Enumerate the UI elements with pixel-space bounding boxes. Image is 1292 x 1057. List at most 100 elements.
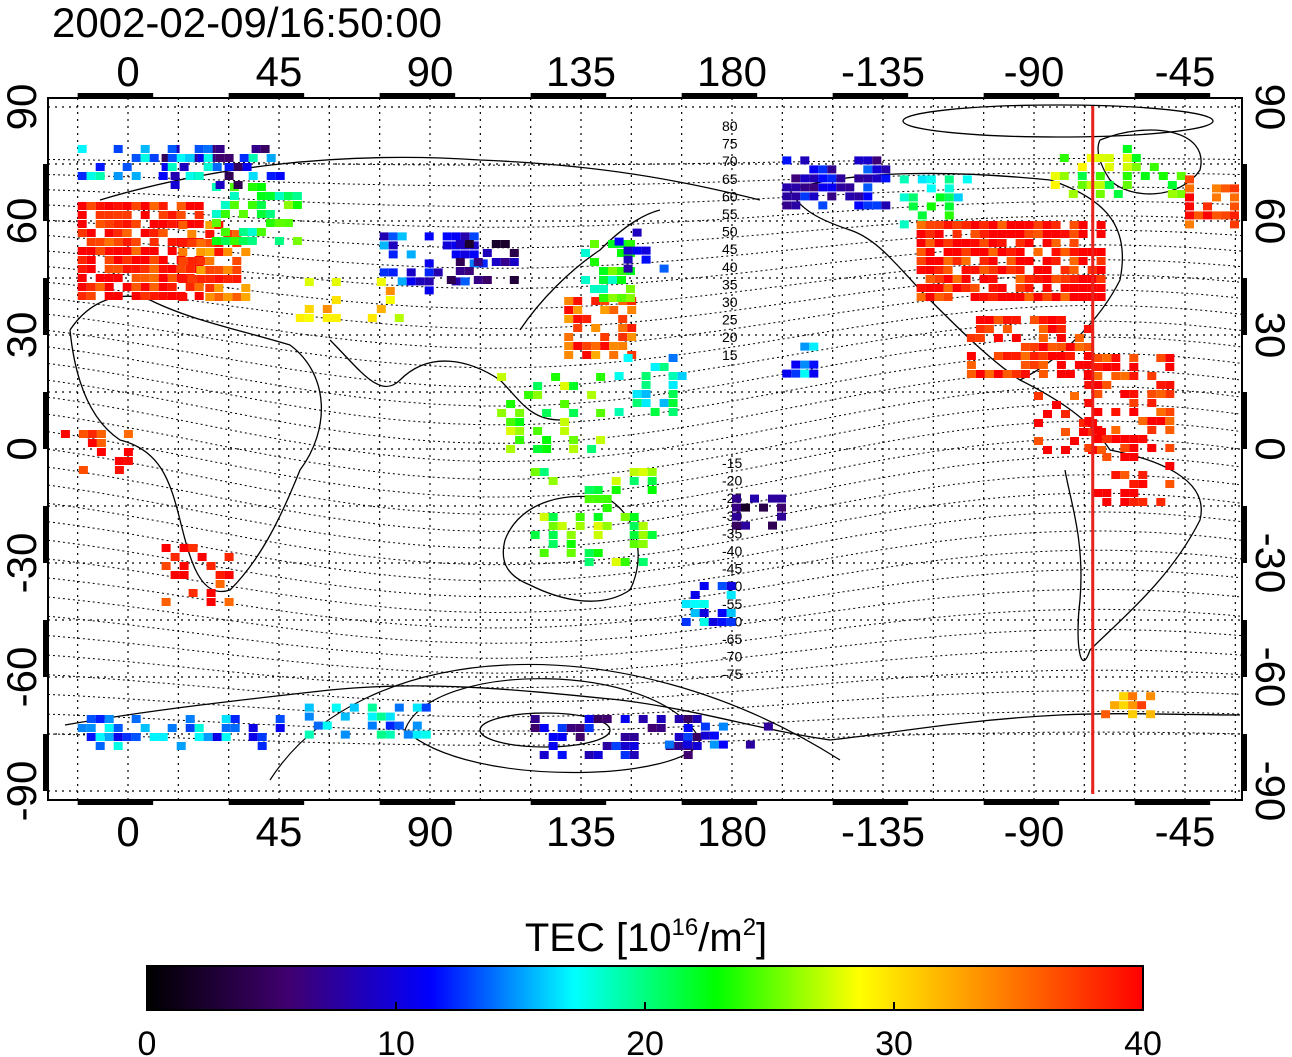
- tec-cell: [509, 258, 519, 266]
- tec-cell: [557, 724, 567, 732]
- tec-cell: [539, 513, 549, 521]
- tec-cell: [424, 268, 434, 277]
- tec-cell: [584, 486, 594, 494]
- tec-cell: [668, 408, 678, 416]
- tec-cell: [149, 265, 159, 273]
- tec-cell: [1051, 239, 1061, 247]
- tec-cell: [86, 265, 96, 273]
- right-latitude-label: 90: [1247, 84, 1292, 131]
- tec-cell: [149, 283, 159, 291]
- tec-cell: [777, 503, 786, 512]
- tec-cell: [627, 324, 637, 332]
- tec-cell: [1042, 275, 1052, 283]
- tec-cell: [1033, 275, 1043, 283]
- tec-cell: [690, 591, 700, 599]
- tec-cell: [1096, 230, 1106, 238]
- tec-cell: [1070, 392, 1079, 400]
- tec-cell: [934, 266, 944, 274]
- border-segment: [1242, 620, 1247, 677]
- tec-cell: [140, 256, 150, 264]
- tec-cell: [248, 733, 258, 741]
- tec-cell: [1051, 293, 1061, 301]
- tec-cell: [988, 293, 998, 301]
- tec-cell: [1083, 361, 1093, 369]
- bottom-longitude-label: -90: [1004, 808, 1065, 855]
- tec-cell: [966, 352, 976, 360]
- tec-cell: [560, 427, 570, 435]
- tec-cell: [167, 247, 177, 255]
- tec-cell: [600, 333, 610, 341]
- tec-cell: [726, 618, 736, 626]
- tec-cell: [233, 163, 243, 171]
- tec-cell: [1185, 193, 1194, 202]
- tec-cell: [943, 221, 953, 229]
- top-longitude-label: -135: [841, 48, 925, 95]
- tec-cell: [599, 276, 608, 284]
- tec-cell: [997, 239, 1007, 247]
- border-segment: [1134, 800, 1211, 805]
- tec-cell: [196, 239, 206, 247]
- tec-cell: [131, 172, 141, 180]
- tec-cell: [140, 724, 150, 732]
- tec-cell: [394, 721, 404, 730]
- tec-cell: [114, 466, 124, 474]
- tec-cell: [1060, 248, 1070, 256]
- tec-cell: [122, 211, 132, 219]
- contour-line: [47, 589, 1243, 644]
- tec-cell: [1020, 361, 1030, 369]
- tec-cell: [791, 183, 801, 192]
- colorbar-tick-label: 10: [377, 1025, 415, 1057]
- tec-cell: [1140, 172, 1150, 180]
- tec-cell: [726, 609, 736, 617]
- tec-cell: [1122, 163, 1132, 171]
- tec-cell: [167, 265, 177, 273]
- tec-cell: [641, 399, 651, 407]
- tec-cell: [205, 293, 215, 301]
- tec-cell: [224, 172, 234, 180]
- tec-cell: [104, 283, 114, 291]
- border-segment: [1242, 734, 1247, 791]
- tec-cell: [533, 427, 543, 435]
- tec-cell: [104, 292, 114, 300]
- tec-cell: [602, 495, 612, 503]
- tec-cell: [77, 229, 87, 237]
- tec-cell: [677, 372, 687, 380]
- tec-cell: [1093, 426, 1103, 434]
- tec-cell: [331, 296, 341, 304]
- tec-cell: [1165, 480, 1175, 488]
- tec-cell: [1078, 275, 1088, 283]
- tec-cell: [638, 558, 648, 566]
- tec-cell: [647, 468, 657, 476]
- tec-cell: [620, 513, 630, 521]
- tec-cell: [582, 342, 592, 350]
- tec-cell: [304, 712, 314, 721]
- tec-cell: [194, 145, 204, 153]
- tec-cell: [367, 703, 377, 712]
- tec-cell: [626, 240, 635, 248]
- tec-cell: [611, 477, 621, 485]
- tec-cell: [95, 715, 105, 723]
- tec-cell: [997, 266, 1007, 274]
- tec-cell: [681, 600, 691, 608]
- tec-cell: [1011, 352, 1021, 360]
- tec-cell: [970, 230, 980, 238]
- contour-label: 75: [722, 136, 738, 152]
- tec-cell: [620, 558, 630, 566]
- tec-cell: [1093, 408, 1103, 416]
- right-latitude-label: 60: [1247, 198, 1292, 245]
- tec-cell: [602, 742, 612, 750]
- border-segment: [832, 800, 909, 805]
- left-latitude-label: 0: [0, 437, 45, 460]
- tec-cell: [1203, 211, 1212, 220]
- tec-cell: [104, 247, 114, 255]
- tec-cell: [863, 165, 873, 174]
- tec-cell: [238, 237, 248, 245]
- tec-cell: [1051, 248, 1061, 256]
- tec-cell: [313, 721, 323, 730]
- tec-cell: [322, 721, 332, 730]
- tec-cell: [215, 181, 225, 189]
- tec-cell: [674, 733, 684, 741]
- tec-cell: [1078, 221, 1088, 229]
- tec-cell: [591, 342, 601, 350]
- tec-cell: [331, 314, 341, 322]
